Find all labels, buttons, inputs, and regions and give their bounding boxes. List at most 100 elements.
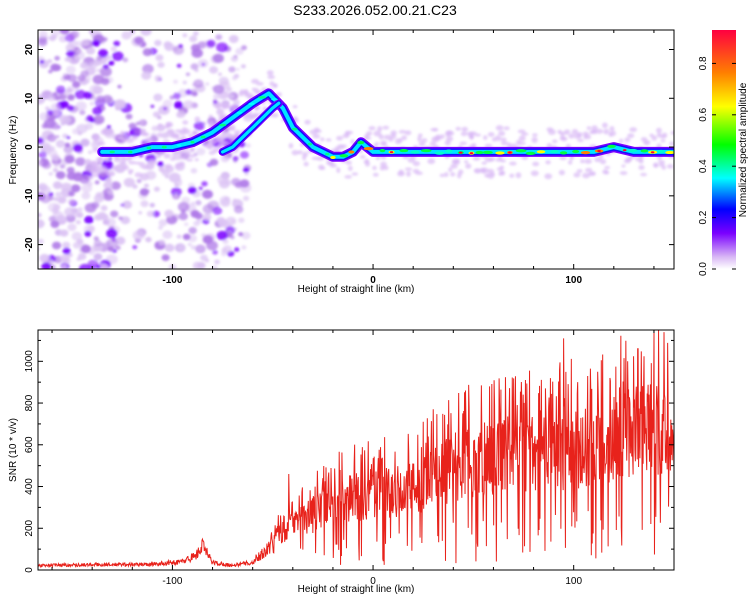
halo-speck	[178, 161, 185, 167]
noise-speck	[122, 200, 133, 209]
noise-speck	[110, 210, 119, 218]
halo-speck	[247, 92, 253, 98]
halo-speck	[186, 150, 191, 156]
halo-speck	[496, 167, 503, 171]
ridge-hotspot	[665, 150, 674, 155]
halo-speck	[215, 138, 220, 142]
halo-speck	[142, 165, 150, 170]
noise-speck	[230, 219, 236, 224]
x-tick-label: 0	[370, 275, 376, 286]
y-tick-label: 400	[24, 478, 35, 495]
ridge-hotspot	[445, 149, 453, 153]
noise-speck	[143, 183, 149, 188]
halo-speck	[156, 132, 163, 138]
halo-speck	[302, 151, 309, 157]
noise-speck	[38, 30, 48, 38]
ridge-hotspot	[550, 150, 559, 154]
halo-speck	[134, 172, 143, 178]
noise-speck	[59, 30, 70, 35]
noise-speck	[38, 151, 47, 159]
ridge-hotspot	[379, 149, 386, 153]
noise-speck	[48, 192, 54, 197]
noise-speck	[80, 62, 89, 69]
halo-speck	[432, 127, 439, 132]
halo-speck	[465, 163, 472, 169]
noise-speck	[110, 181, 121, 190]
x-tick-label: 100	[565, 275, 582, 286]
noise-speck	[38, 238, 45, 244]
halo-speck	[394, 138, 402, 145]
halo-speck	[483, 135, 488, 141]
y-tick-label: -10	[24, 188, 35, 203]
branch-ridge-line	[221, 101, 281, 154]
noise-speck	[172, 79, 179, 84]
noise-speck	[221, 251, 227, 257]
noise-speck	[162, 230, 173, 239]
halo-speck	[659, 135, 667, 139]
noise-speck	[95, 95, 106, 104]
noise-speck	[182, 80, 187, 85]
noise-speck	[97, 263, 110, 269]
colorbar-tick-label: 0.0	[698, 262, 709, 276]
noise-speck	[48, 260, 54, 265]
noise-speck	[71, 231, 83, 241]
noise-speck	[209, 158, 219, 166]
halo-speck	[119, 160, 127, 165]
noise-speck	[62, 241, 71, 249]
noise-speck	[220, 155, 230, 163]
y-tick-label: 0	[24, 567, 35, 573]
noise-speck	[66, 86, 75, 94]
noise-speck	[212, 249, 218, 255]
noise-speck	[106, 238, 118, 249]
halo-speck	[204, 143, 212, 149]
halo-speck	[336, 135, 343, 141]
halo-speck	[660, 139, 666, 143]
noise-speck	[241, 231, 251, 240]
halo-speck	[560, 133, 565, 139]
noise-speck	[209, 66, 219, 74]
colorbar-ticks: 0.0 0.2 0.4 0.6 0.8	[698, 56, 736, 276]
y-tick-label: 800	[24, 394, 35, 411]
noise-speck	[50, 63, 60, 72]
halo-speck	[163, 153, 171, 159]
noise-speck	[193, 220, 200, 227]
halo-speck	[230, 104, 238, 110]
noise-speck	[52, 203, 61, 211]
halo-speck	[569, 155, 574, 161]
ridge-hotspot	[291, 127, 298, 131]
noise-speck	[50, 220, 60, 229]
x-tick-label: 0	[370, 576, 376, 587]
noise-speck	[98, 49, 109, 58]
halo-speck	[468, 131, 477, 136]
halo-speck	[336, 167, 341, 174]
halo-speck	[495, 125, 504, 131]
halo-speck	[455, 126, 461, 131]
halo-speck	[194, 158, 199, 162]
ridge-hotspot	[190, 140, 195, 144]
noise-speck	[103, 181, 114, 190]
noise-speck	[100, 205, 108, 212]
halo-speck	[169, 157, 176, 161]
halo-speck	[134, 161, 142, 165]
noise-speck	[38, 212, 42, 218]
halo-speck	[450, 163, 458, 169]
halo-speck	[440, 134, 445, 139]
noise-speck	[152, 210, 160, 218]
halo-speck	[252, 113, 260, 118]
noise-speck	[216, 108, 225, 116]
noise-speck	[217, 175, 229, 185]
noise-speck	[202, 213, 212, 221]
halo-speck	[404, 167, 413, 171]
noise-speck	[89, 84, 102, 95]
halo-speck	[594, 157, 602, 163]
noise-speck	[155, 78, 160, 82]
noise-speck	[125, 113, 133, 120]
noise-speck	[57, 196, 67, 204]
noise-speck	[149, 202, 155, 208]
noise-speck	[113, 99, 126, 110]
halo-speck	[472, 156, 481, 161]
noise-speck	[241, 245, 247, 250]
halo-speck	[521, 132, 529, 136]
halo-speck	[544, 173, 553, 180]
noise-speck	[67, 94, 75, 101]
